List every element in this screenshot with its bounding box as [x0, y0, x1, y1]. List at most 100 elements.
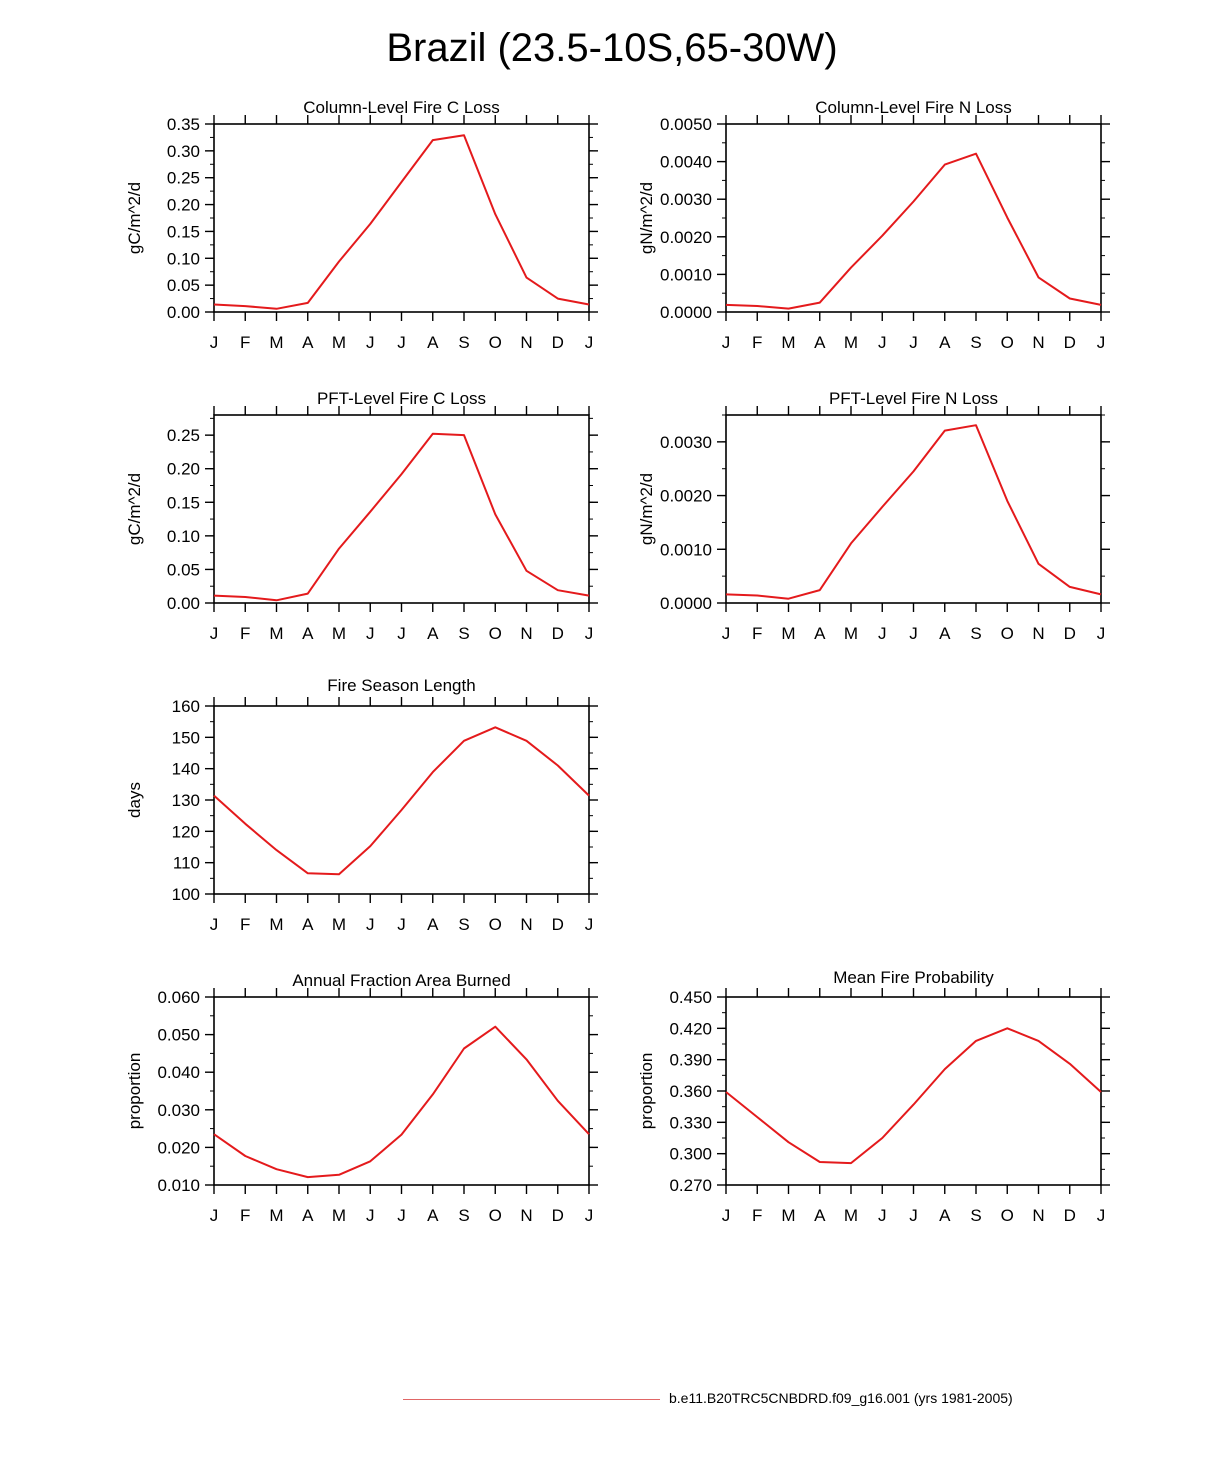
x-tick-label: A [427, 1206, 439, 1225]
plot-frame [213, 123, 590, 313]
y-tick-label: 0.0050 [660, 115, 712, 134]
x-tick-label: J [585, 333, 594, 352]
chart-title: Column-Level Fire C Loss [303, 98, 500, 117]
chart-panel-2: Column-Level Fire N Loss gN/m^2/d 0.0000 0.… [637, 98, 1110, 352]
x-tick-label: F [752, 624, 762, 643]
y-tick-label: 0.20 [167, 196, 200, 215]
x-tick-label: S [970, 1206, 981, 1225]
x-tick-label: D [552, 333, 564, 352]
x-tick-label: A [427, 624, 439, 643]
x-tick-label: O [1001, 624, 1014, 643]
y-tick-label: 0.0030 [660, 190, 712, 209]
y-tick-label: 0.25 [167, 426, 200, 445]
chart-panel-1: Column-Level Fire C Loss gC/m^2/d 0.00 0.05… [125, 98, 598, 352]
x-tick-label: A [302, 333, 314, 352]
y-tick-label: 0.0000 [660, 303, 712, 322]
x-tick-label: D [1064, 624, 1076, 643]
x-tick-label: J [585, 915, 594, 934]
x-tick-label: A [939, 333, 951, 352]
x-tick-label: J [909, 1206, 918, 1225]
x-tick-label: J [366, 1206, 375, 1225]
y-tick-label: 140 [172, 760, 200, 779]
y-tick-label: 100 [172, 885, 200, 904]
chart-panel-5: Fire Season Length days 100 110 120 130 140 150… [125, 676, 598, 934]
x-tick-label: F [240, 915, 250, 934]
x-tick-label: J [722, 1206, 731, 1225]
series-line [213, 432, 590, 602]
x-tick-label: J [1097, 1206, 1106, 1225]
x-tick-label: J [909, 624, 918, 643]
y-axis-label: gN/m^2/d [637, 473, 656, 545]
y-axis-label: gC/m^2/d [125, 473, 144, 545]
x-tick-label: J [878, 1206, 887, 1225]
x-tick-label: A [427, 333, 439, 352]
x-tick-label: J [1097, 333, 1106, 352]
page-title: Brazil (23.5-10S,65-30W) [386, 26, 838, 70]
x-tick-label: A [302, 1206, 314, 1225]
x-tick-label: J [210, 333, 219, 352]
y-tick-label: 0.360 [669, 1082, 712, 1101]
x-tick-label: O [489, 624, 502, 643]
x-tick-label: S [458, 1206, 469, 1225]
y-tick-label: 0.00 [167, 303, 200, 322]
x-tick-label: M [269, 1206, 283, 1225]
chart-title: Column-Level Fire N Loss [815, 98, 1012, 117]
x-tick-label: N [520, 624, 532, 643]
x-tick-label: J [397, 915, 406, 934]
x-tick-label: A [939, 624, 951, 643]
x-tick-label: J [366, 624, 375, 643]
x-tick-label: M [332, 624, 346, 643]
y-tick-label: 0.040 [157, 1063, 200, 1082]
y-tick-label: 0.330 [669, 1113, 712, 1132]
x-tick-label: M [332, 333, 346, 352]
y-tick-label: 0.05 [167, 560, 200, 579]
x-tick-label: F [752, 1206, 762, 1225]
plot-frame [725, 414, 1102, 604]
y-tick-label: 0.0040 [660, 153, 712, 172]
x-tick-label: M [781, 333, 795, 352]
x-tick-label: O [489, 915, 502, 934]
y-tick-label: 150 [172, 728, 200, 747]
plot-frame [213, 705, 590, 895]
y-tick-label: 0.10 [167, 249, 200, 268]
y-tick-label: 0.050 [157, 1026, 200, 1045]
y-axis-label: proportion [637, 1053, 656, 1130]
x-tick-label: J [878, 624, 887, 643]
x-tick-label: M [332, 1206, 346, 1225]
y-tick-label: 0.35 [167, 115, 200, 134]
chart-panel-3: PFT-Level Fire C Loss gC/m^2/d 0.00 0.05 0.1… [125, 389, 598, 643]
x-tick-label: S [458, 915, 469, 934]
chart-panel-4: PFT-Level Fire N Loss gN/m^2/d 0.0000 0.001… [637, 389, 1110, 643]
plot-frame [725, 123, 1102, 313]
x-tick-label: S [970, 624, 981, 643]
y-tick-label: 0.0000 [660, 594, 712, 613]
x-tick-label: D [552, 624, 564, 643]
series-line [213, 726, 590, 876]
x-tick-label: D [1064, 333, 1076, 352]
series-line [213, 134, 590, 310]
y-axis-label: days [125, 782, 144, 818]
x-tick-label: J [210, 624, 219, 643]
plot-frame [213, 996, 590, 1186]
x-tick-label: A [302, 624, 314, 643]
x-tick-label: M [269, 624, 283, 643]
y-tick-label: 0.15 [167, 222, 200, 241]
x-tick-label: J [210, 915, 219, 934]
x-tick-label: J [909, 333, 918, 352]
x-tick-label: O [1001, 333, 1014, 352]
x-tick-label: O [1001, 1206, 1014, 1225]
x-tick-label: J [397, 333, 406, 352]
chart-title: Annual Fraction Area Burned [292, 971, 510, 990]
y-tick-label: 0.420 [669, 1019, 712, 1038]
y-tick-label: 0.060 [157, 988, 200, 1007]
x-tick-label: M [844, 624, 858, 643]
x-tick-label: J [210, 1206, 219, 1225]
x-tick-label: O [489, 1206, 502, 1225]
y-axis-label: proportion [125, 1053, 144, 1130]
x-tick-label: D [552, 915, 564, 934]
x-tick-label: J [366, 333, 375, 352]
x-tick-label: J [585, 624, 594, 643]
x-tick-label: J [722, 624, 731, 643]
chart-title: Fire Season Length [327, 676, 475, 695]
